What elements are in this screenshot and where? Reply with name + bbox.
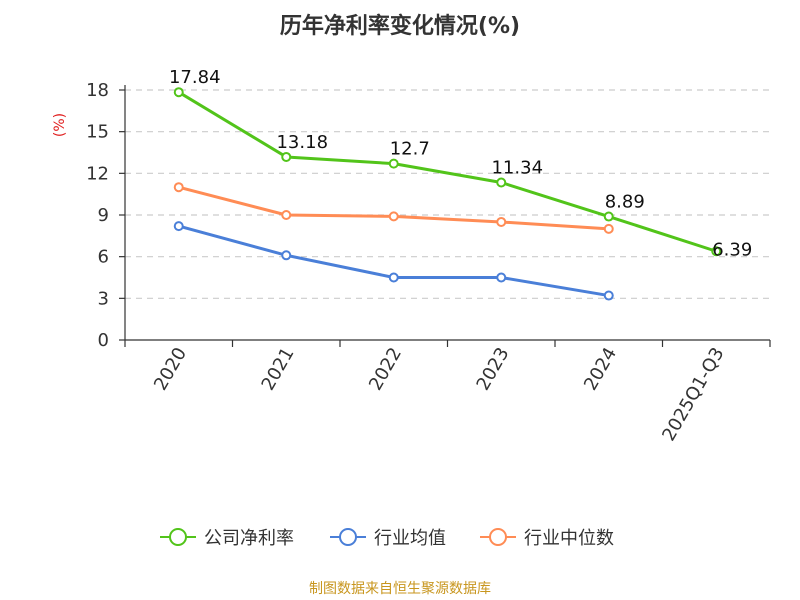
legend-marker bbox=[489, 528, 507, 546]
source-footer: 制图数据来自恒生聚源数据库 bbox=[309, 581, 491, 597]
x-tick-label: 2022 bbox=[365, 344, 406, 394]
x-tick-label: 2021 bbox=[257, 344, 298, 394]
data-label: 8.89 bbox=[605, 192, 645, 213]
y-tick-label: 3 bbox=[98, 288, 109, 309]
data-point bbox=[496, 216, 507, 227]
series-line bbox=[177, 90, 717, 253]
legend-label: 行业均值 bbox=[374, 528, 446, 549]
data-point bbox=[388, 272, 399, 283]
x-tick-label: 2020 bbox=[150, 344, 191, 394]
data-point bbox=[496, 272, 507, 283]
data-point bbox=[281, 151, 292, 162]
series-line bbox=[178, 185, 609, 231]
data-point bbox=[281, 250, 292, 261]
x-tick-label: 2023 bbox=[472, 344, 513, 394]
data-point bbox=[173, 182, 184, 193]
chart-title: 历年净利率变化情况(%) bbox=[279, 14, 521, 39]
data-label: 6.39 bbox=[712, 239, 752, 260]
y-tick-label: 6 bbox=[98, 247, 109, 268]
data-label: 13.18 bbox=[276, 132, 328, 153]
data-point bbox=[603, 290, 614, 301]
y-tick-label: 15 bbox=[86, 122, 109, 143]
x-tick-label: 2025Q1-Q3 bbox=[658, 344, 728, 445]
data-point bbox=[173, 87, 184, 98]
data-point bbox=[388, 158, 399, 169]
data-point bbox=[388, 211, 399, 222]
data-point bbox=[711, 246, 722, 257]
legend-label: 行业中位数 bbox=[524, 528, 614, 549]
y-axis-label: (%) bbox=[52, 113, 68, 137]
legend-label: 公司净利率 bbox=[204, 528, 294, 549]
data-label: 12.7 bbox=[390, 139, 430, 160]
data-point bbox=[496, 177, 507, 188]
data-label: 17.84 bbox=[169, 67, 221, 88]
data-point bbox=[603, 211, 614, 222]
y-tick-label: 0 bbox=[98, 330, 109, 351]
data-point bbox=[603, 223, 614, 234]
y-tick-label: 12 bbox=[86, 163, 109, 184]
data-point bbox=[281, 210, 292, 220]
data-label: 11.34 bbox=[491, 158, 543, 179]
y-tick-label: 18 bbox=[86, 80, 109, 101]
y-tick-label: 9 bbox=[98, 205, 109, 226]
x-tick-label: 2024 bbox=[580, 344, 621, 394]
legend-marker bbox=[169, 528, 187, 546]
legend-marker bbox=[339, 528, 357, 546]
data-point bbox=[173, 221, 184, 232]
series-line bbox=[178, 224, 609, 298]
